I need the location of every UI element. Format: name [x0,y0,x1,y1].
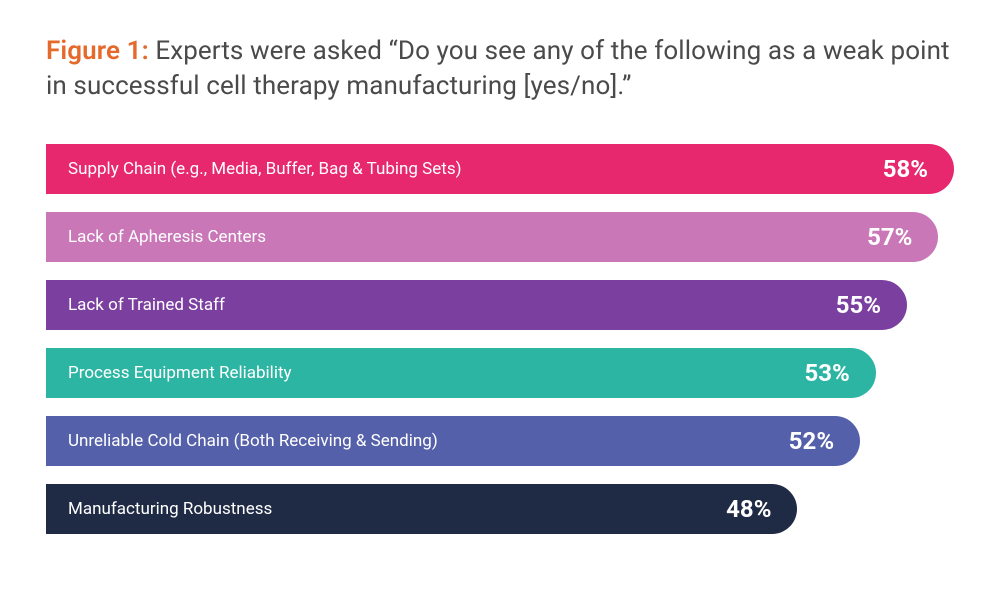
bar: Supply Chain (e.g., Media, Buffer, Bag &… [46,144,954,194]
bar-row: Manufacturing Robustness 48% [46,484,954,534]
bar-value: 57% [867,223,912,251]
bar: Lack of Trained Staff 55% [46,280,907,330]
bar-row: Unreliable Cold Chain (Both Receiving & … [46,416,954,466]
bar-label: Lack of Apheresis Centers [68,227,266,247]
bar-label: Supply Chain (e.g., Media, Buffer, Bag &… [68,159,462,179]
bar-value: 52% [789,427,834,455]
bar-value: 58% [883,155,928,183]
bar-value: 53% [804,359,849,387]
bar-value: 48% [726,495,771,523]
bar-row: Lack of Trained Staff 55% [46,280,954,330]
figure-title: Figure 1: Experts were asked “Do you see… [46,34,954,104]
bar-row: Supply Chain (e.g., Media, Buffer, Bag &… [46,144,954,194]
bar-label: Unreliable Cold Chain (Both Receiving & … [68,431,438,451]
bar-label: Process Equipment Reliability [68,363,292,383]
bar-label: Manufacturing Robustness [68,499,272,519]
bar: Process Equipment Reliability 53% [46,348,876,398]
bar-chart: Supply Chain (e.g., Media, Buffer, Bag &… [46,144,954,534]
figure-title-text: Experts were asked “Do you see any of th… [46,36,950,101]
bar-label: Lack of Trained Staff [68,295,225,315]
figure-label: Figure 1: [46,36,149,66]
bar-value: 55% [836,291,881,319]
bar: Lack of Apheresis Centers 57% [46,212,938,262]
bar-row: Process Equipment Reliability 53% [46,348,954,398]
bar: Unreliable Cold Chain (Both Receiving & … [46,416,860,466]
bar: Manufacturing Robustness 48% [46,484,797,534]
bar-row: Lack of Apheresis Centers 57% [46,212,954,262]
